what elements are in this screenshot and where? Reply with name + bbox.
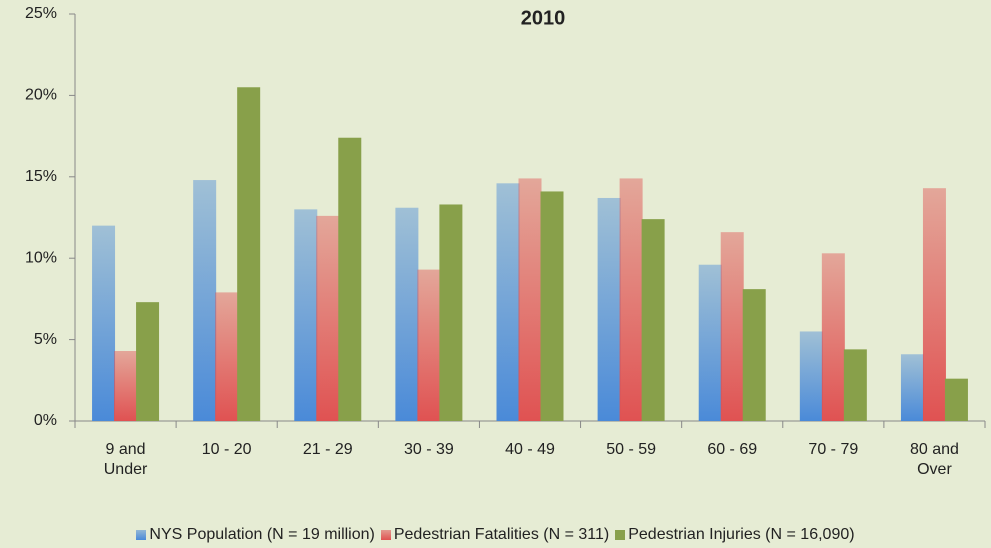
x-tick-label: 10 - 20	[201, 441, 252, 458]
bar	[619, 178, 643, 421]
y-tick-label: 20%	[25, 87, 57, 104]
legend-item: Pedestrian Fatalities (N = 311)	[380, 526, 610, 544]
bar	[92, 225, 116, 421]
bar	[215, 292, 239, 421]
bar	[193, 180, 217, 421]
x-tick-label: 80 and Over	[909, 441, 959, 478]
y-tick-label: 15%	[25, 168, 57, 185]
y-tick-label: 0%	[34, 412, 57, 429]
bar	[395, 207, 419, 421]
x-tick-label: 40 - 49	[505, 441, 555, 458]
x-tick-label: 50 - 59	[606, 441, 657, 458]
bar	[720, 232, 744, 421]
bar	[742, 289, 766, 421]
y-tick-label: 25%	[25, 5, 57, 22]
x-tick-label: 60 - 69	[707, 441, 758, 458]
legend: NYS Population (N = 19 million) Pedestria…	[0, 526, 991, 544]
legend-item: Pedestrian Injuries (N = 16,090)	[615, 526, 855, 544]
bar	[136, 302, 160, 421]
x-tick-label: 21 - 29	[302, 441, 353, 458]
legend-swatch	[615, 530, 626, 540]
bar	[518, 178, 542, 421]
legend-swatch	[136, 530, 147, 540]
bar	[641, 219, 665, 421]
bar	[698, 264, 722, 421]
bar	[799, 331, 823, 421]
bar	[114, 350, 138, 421]
y-tick-label: 5%	[34, 331, 57, 348]
bar	[922, 188, 946, 421]
bar	[496, 183, 520, 421]
bar	[944, 378, 968, 421]
bar	[338, 137, 362, 421]
legend-label: NYS Population (N = 19 million)	[149, 526, 375, 543]
bar	[540, 191, 564, 421]
bar	[439, 204, 463, 421]
y-tick-label: 10%	[25, 249, 57, 266]
bar	[237, 87, 261, 421]
legend-item: NYS Population (N = 19 million)	[136, 526, 375, 544]
legend-label: Pedestrian Injuries (N = 16,090)	[628, 526, 855, 543]
legend-swatch	[380, 530, 391, 540]
bar	[417, 269, 441, 421]
bar	[597, 197, 621, 421]
bar	[900, 354, 924, 421]
x-tick-label: 9 and Under	[103, 441, 148, 478]
bar	[316, 215, 340, 421]
x-tick-label: 30 - 39	[403, 441, 454, 458]
bar	[821, 253, 845, 421]
bar	[294, 209, 318, 421]
legend-label: Pedestrian Fatalities (N = 311)	[393, 526, 610, 543]
bar	[843, 349, 867, 421]
x-tick-label: 70 - 79	[808, 441, 859, 458]
chart-title: 2010	[521, 7, 566, 29]
